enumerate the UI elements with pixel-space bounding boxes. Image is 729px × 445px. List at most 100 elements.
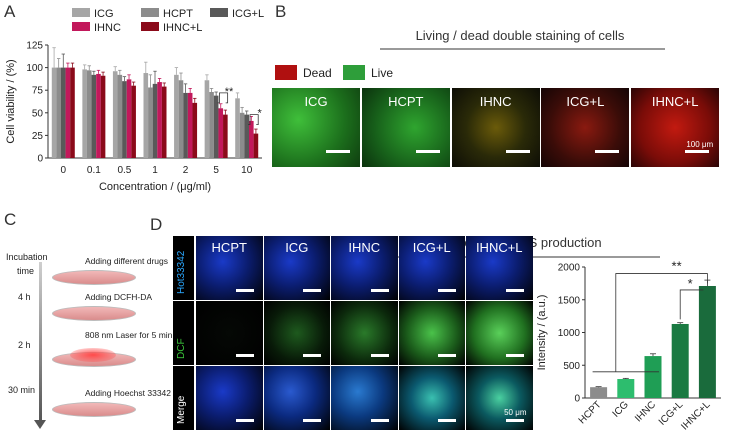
- bar: [617, 379, 635, 398]
- bar: [209, 92, 214, 158]
- scalebar: [505, 289, 524, 292]
- bar: [174, 74, 179, 158]
- x-axis-label: Concentration / (μg/ml): [99, 181, 211, 193]
- bar: [122, 81, 127, 158]
- bar: [590, 387, 608, 398]
- bar: [157, 82, 162, 158]
- significance-label: *: [257, 108, 262, 120]
- y-tick-label: 25: [32, 131, 44, 142]
- x-tick-label: 10: [241, 165, 253, 176]
- bar: [178, 80, 184, 158]
- ros-image: [263, 366, 330, 430]
- legend-dead-label: Dead: [303, 66, 332, 80]
- row-label-strip: [173, 301, 194, 365]
- scalebar: [505, 354, 524, 357]
- scalebar: [303, 419, 321, 422]
- bar: [249, 120, 254, 158]
- live-dead-image: IHNC+L 100 μm: [631, 88, 720, 167]
- x-tick-label: ICG: [611, 399, 632, 420]
- bar: [183, 92, 188, 158]
- live-dead-image: ICG+L: [541, 88, 630, 167]
- bar: [65, 67, 71, 158]
- x-tick-label: IHNC: [633, 399, 658, 424]
- ros-image: ICG: [263, 236, 330, 300]
- x-tick-label: 0.1: [87, 165, 101, 176]
- y-tick-label: 2000: [558, 263, 581, 274]
- bar: [96, 73, 101, 158]
- row-label: Merge: [176, 395, 187, 424]
- ros-image: [466, 301, 533, 365]
- x-tick-label: 0: [61, 165, 67, 176]
- x-tick-label: IHNC+L: [679, 399, 712, 432]
- protocol-step-label: Adding different drugs: [85, 256, 169, 266]
- timeline-arrow-head: [34, 420, 46, 429]
- row-label: DCF: [176, 338, 187, 359]
- scalebar-label: 50 μm: [504, 408, 527, 417]
- ros-image: [398, 301, 465, 365]
- legend-label: IHNC+L: [163, 22, 202, 34]
- timeline-arrow-shaft: [39, 262, 42, 422]
- bar: [698, 285, 716, 398]
- bar: [131, 85, 136, 158]
- y-tick-label: 1500: [558, 295, 581, 306]
- y-tick-label: 0: [574, 394, 580, 405]
- ros-image: [196, 366, 263, 430]
- panel-letter-a: A: [4, 2, 16, 21]
- bar: [218, 108, 224, 158]
- scalebar: [505, 150, 530, 153]
- scalebar: [235, 289, 254, 292]
- legend-swatch: [210, 8, 228, 17]
- bar: [187, 92, 193, 158]
- y-tick-label: 500: [563, 361, 580, 372]
- bar: [56, 67, 61, 158]
- y-axis-label: Intensity / (a.u.): [536, 295, 548, 371]
- scalebar: [235, 419, 254, 422]
- protocol-step-label: 808 nm Laser for 5 min: [85, 330, 173, 340]
- significance-bracket: [679, 289, 704, 320]
- significance-label: **: [225, 86, 234, 98]
- image-label: ICG+L: [566, 94, 605, 109]
- bar: [239, 112, 245, 158]
- legend-swatch: [72, 8, 90, 17]
- ros-image: 50 μm: [466, 366, 533, 430]
- legend-swatch: [72, 22, 90, 31]
- bar: [112, 71, 118, 158]
- row-label: Hot33342: [176, 250, 187, 294]
- laser-spot: [70, 348, 116, 362]
- significance-bracket: [615, 273, 708, 372]
- bar: [91, 74, 97, 158]
- scalebar: [438, 354, 456, 357]
- scalebar: [685, 150, 710, 153]
- x-tick-label: 1: [152, 165, 158, 176]
- bar: [161, 86, 167, 158]
- petri-dish: [52, 270, 136, 285]
- ros-image: [196, 301, 263, 365]
- bar: [213, 95, 219, 158]
- bar: [671, 323, 689, 398]
- image-label: ICG: [304, 94, 328, 109]
- x-tick-label: 5: [213, 165, 219, 176]
- scalebar: [370, 354, 389, 357]
- bar: [100, 75, 106, 158]
- live-dead-image: ICG: [272, 88, 360, 167]
- bar: [143, 73, 149, 158]
- scalebar: [438, 289, 456, 292]
- bar: [86, 70, 92, 158]
- bar: [126, 79, 132, 158]
- scalebar-label: 100 μm: [686, 140, 714, 149]
- y-tick-label: 1000: [558, 328, 581, 339]
- bar: [152, 83, 158, 158]
- timeline-label: Incubation: [6, 252, 48, 262]
- legend-label: ICG+L: [232, 8, 264, 20]
- bar: [644, 356, 662, 398]
- bar: [51, 67, 57, 158]
- scalebar: [303, 354, 321, 357]
- legend-swatch: [141, 8, 159, 17]
- scalebar: [303, 289, 321, 292]
- x-tick-label: HCPT: [577, 399, 604, 426]
- ros-image: [263, 301, 330, 365]
- panel-letter-b: B: [275, 2, 287, 21]
- scalebar: [235, 354, 254, 357]
- x-tick-label: 2: [183, 165, 189, 176]
